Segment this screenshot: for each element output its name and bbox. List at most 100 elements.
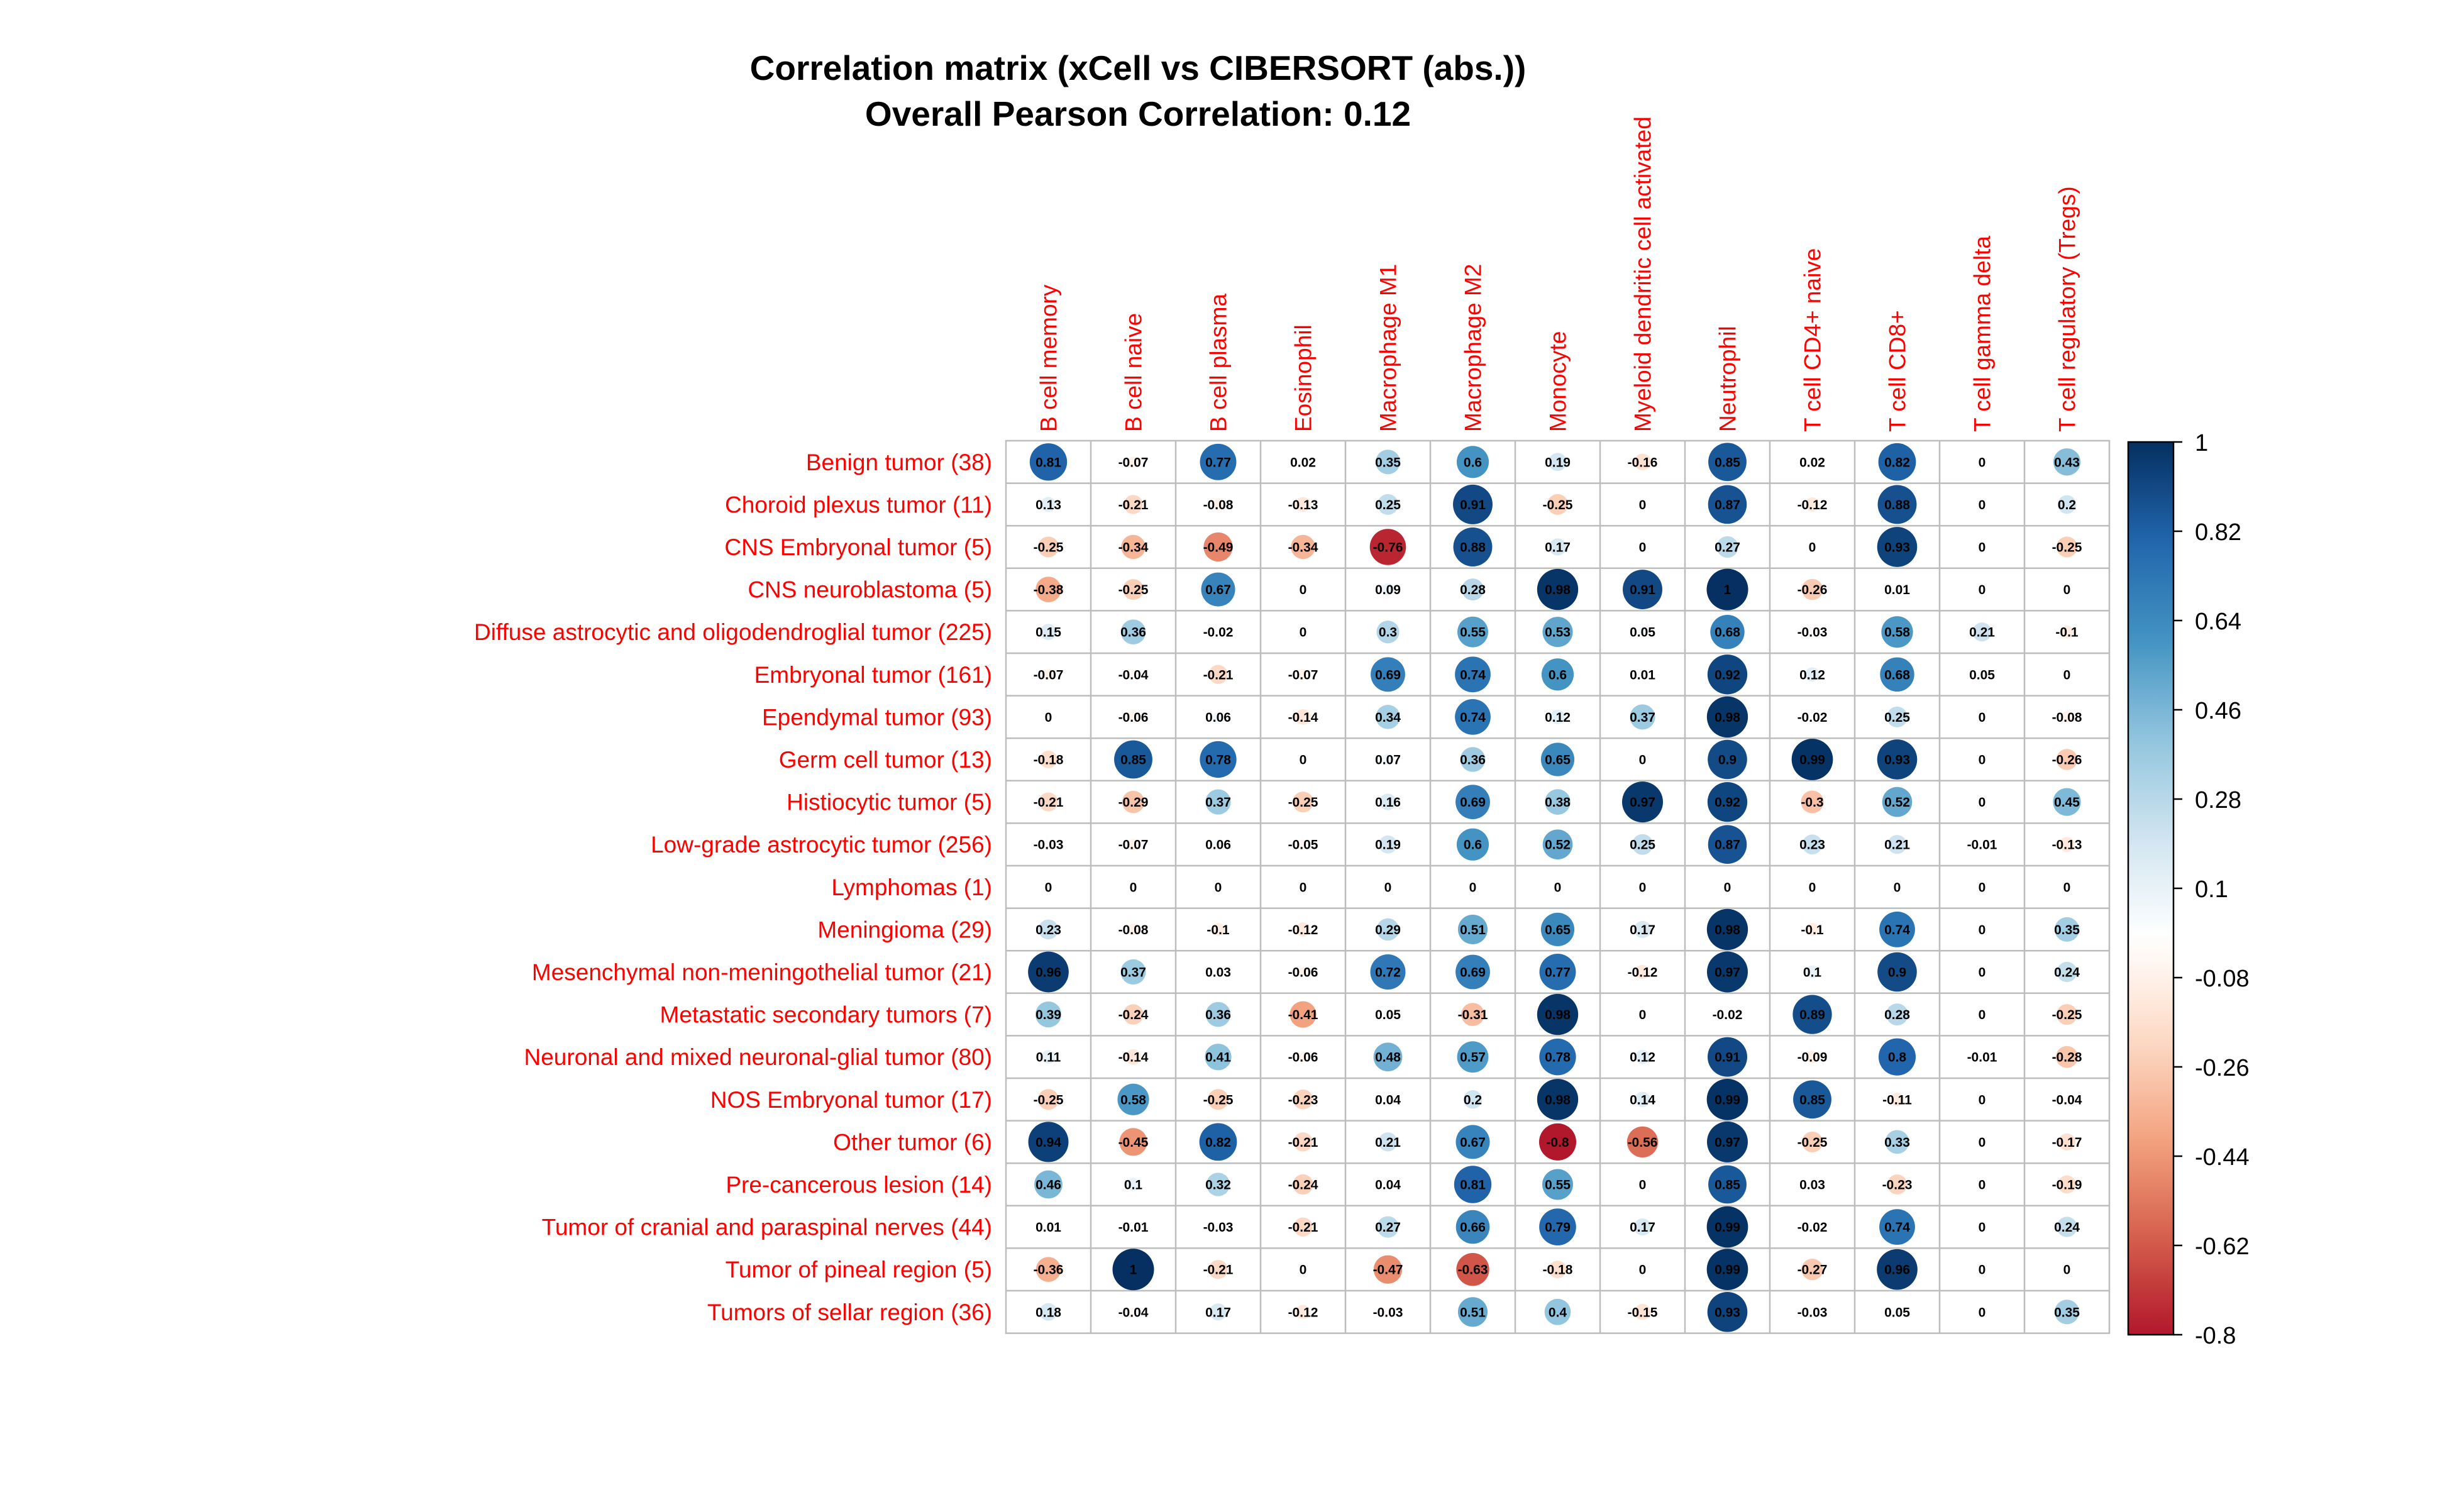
cell-value-label: 0.55 (1545, 1178, 1571, 1193)
cell-value-label: -0.3 (1801, 795, 1823, 810)
correlation-circle (1381, 583, 1394, 596)
correlation-circle (1809, 1223, 1816, 1230)
cell-value-label: 0.79 (1545, 1220, 1571, 1235)
correlation-circle (1463, 1090, 1483, 1109)
correlation-circle (1540, 742, 1575, 776)
correlation-circle (1545, 789, 1571, 815)
legend-tick-label: 0.64 (2195, 609, 2241, 635)
grid-border (1005, 439, 2111, 1334)
correlation-circle (1383, 1180, 1393, 1189)
cell-value-label: 0.35 (2054, 1305, 2080, 1320)
cell-value-label: 0.07 (1375, 753, 1401, 768)
cell-value-label: 0.91 (1460, 498, 1486, 512)
correlation-circle (2054, 917, 2080, 942)
row-label: Metastatic secondary tumors (7) (660, 1002, 992, 1028)
correlation-circle (1121, 534, 1146, 560)
cell-value-label: 0.77 (1205, 455, 1231, 470)
cell-value-label: 0.89 (1799, 1008, 1825, 1022)
correlation-circle (1879, 912, 1915, 947)
column-label: Neutrophil (1715, 326, 1741, 432)
cell-value-label: 0.98 (1545, 583, 1571, 597)
correlation-circle (1206, 1173, 1230, 1196)
row-label: Tumor of cranial and paraspinal nerves (… (542, 1215, 992, 1240)
correlation-circle (2061, 711, 2073, 723)
correlation-circle (1123, 1004, 1144, 1025)
row-label: NOS Embryonal tumor (17) (710, 1087, 992, 1113)
cell-value-label: -0.11 (1882, 1093, 1912, 1107)
row-label: Embryonal tumor (161) (754, 662, 992, 688)
correlation-circle (1375, 450, 1401, 475)
cell-value-label: 0 (1215, 880, 1222, 895)
cell-value-label: -0.02 (1798, 1220, 1828, 1235)
correlation-circle (1877, 1249, 1918, 1290)
correlation-circle (1120, 959, 1146, 985)
cell-value-label: -0.12 (1628, 966, 1658, 980)
cell-value-label: 0.27 (1375, 1220, 1401, 1235)
correlation-circle (1028, 1122, 1069, 1162)
correlation-circle (1290, 1001, 1317, 1028)
cell-value-label: 0 (1979, 1305, 1986, 1320)
correlation-circle (1298, 839, 1308, 849)
correlation-circle (1549, 1261, 1567, 1279)
correlation-circle (1892, 1307, 1902, 1317)
correlation-circle (1537, 568, 1579, 610)
correlation-circle (1621, 781, 1664, 823)
cell-value-label: -0.19 (2052, 1178, 2082, 1193)
cell-value-label: -0.06 (1118, 710, 1149, 725)
correlation-circle (1125, 1049, 1141, 1065)
cell-value-label: 0.68 (1884, 668, 1910, 682)
cell-value-label: 0.74 (1460, 668, 1486, 682)
cell-value-label: 0.65 (1545, 923, 1571, 937)
correlation-circle (1877, 527, 1918, 567)
correlation-circle (1808, 1181, 1816, 1188)
cell-value-label: 0.24 (2054, 1220, 2080, 1235)
cell-value-label: 0 (1979, 455, 1986, 470)
column-label: B cell memory (1036, 284, 1062, 432)
cell-value-label: -0.01 (1967, 1051, 1997, 1065)
correlation-circle (1544, 1298, 1571, 1325)
cell-value-label: 0.51 (1460, 1305, 1486, 1320)
correlation-circle (2058, 1175, 2076, 1194)
correlation-circle (1300, 459, 1306, 465)
cell-value-label: -0.25 (1203, 1093, 1234, 1107)
cell-value-label: 0.77 (1545, 966, 1571, 980)
cell-value-label: 0.12 (1630, 1051, 1655, 1065)
cell-value-label: 0.36 (1205, 1008, 1231, 1022)
correlation-circle (1791, 739, 1833, 780)
cell-value-label: 0.36 (1460, 753, 1486, 768)
cell-value-label: 0.91 (1715, 1051, 1740, 1065)
cell-value-label: -0.25 (1118, 583, 1149, 597)
correlation-circle (1040, 624, 1057, 640)
row-label: Meningioma (29) (817, 917, 992, 942)
correlation-circle (1131, 1225, 1135, 1229)
correlation-circle (1801, 1259, 1823, 1281)
cell-value-label: 0.97 (1630, 795, 1655, 810)
correlation-circle (1880, 657, 1914, 692)
cell-value-label: -0.01 (1967, 838, 1997, 853)
correlation-circle (1114, 740, 1152, 779)
cell-value-label: -0.45 (1118, 1135, 1149, 1150)
cell-value-label: -0.13 (2052, 838, 2082, 853)
cell-value-label: 0.03 (1799, 1178, 1825, 1193)
cell-value-label: -0.07 (1034, 668, 1064, 682)
correlation-circle (1455, 1210, 1490, 1244)
correlation-circle (1298, 966, 1308, 978)
correlation-circle (1457, 616, 1488, 648)
correlation-circle (1640, 672, 1645, 677)
legend-tick-label: -0.26 (2195, 1055, 2250, 1081)
cell-value-label: -0.05 (1288, 838, 1318, 853)
legend-tick-label: -0.08 (2195, 966, 2250, 992)
correlation-circle (1708, 825, 1747, 864)
row-label: Benign tumor (38) (806, 450, 992, 475)
correlation-circle (1623, 570, 1662, 610)
cell-value-label: 0.69 (1460, 966, 1486, 980)
cell-value-label: -0.12 (1288, 1305, 1318, 1320)
cell-value-label: 0 (1300, 880, 1307, 895)
correlation-circle (2053, 788, 2081, 816)
correlation-circle (1214, 1223, 1222, 1231)
cell-value-label: 0.16 (1375, 795, 1401, 810)
cell-value-label: 0.02 (1799, 455, 1825, 470)
cell-value-label: 0.98 (1715, 923, 1740, 937)
cell-value-label: 0.05 (1375, 1008, 1401, 1022)
